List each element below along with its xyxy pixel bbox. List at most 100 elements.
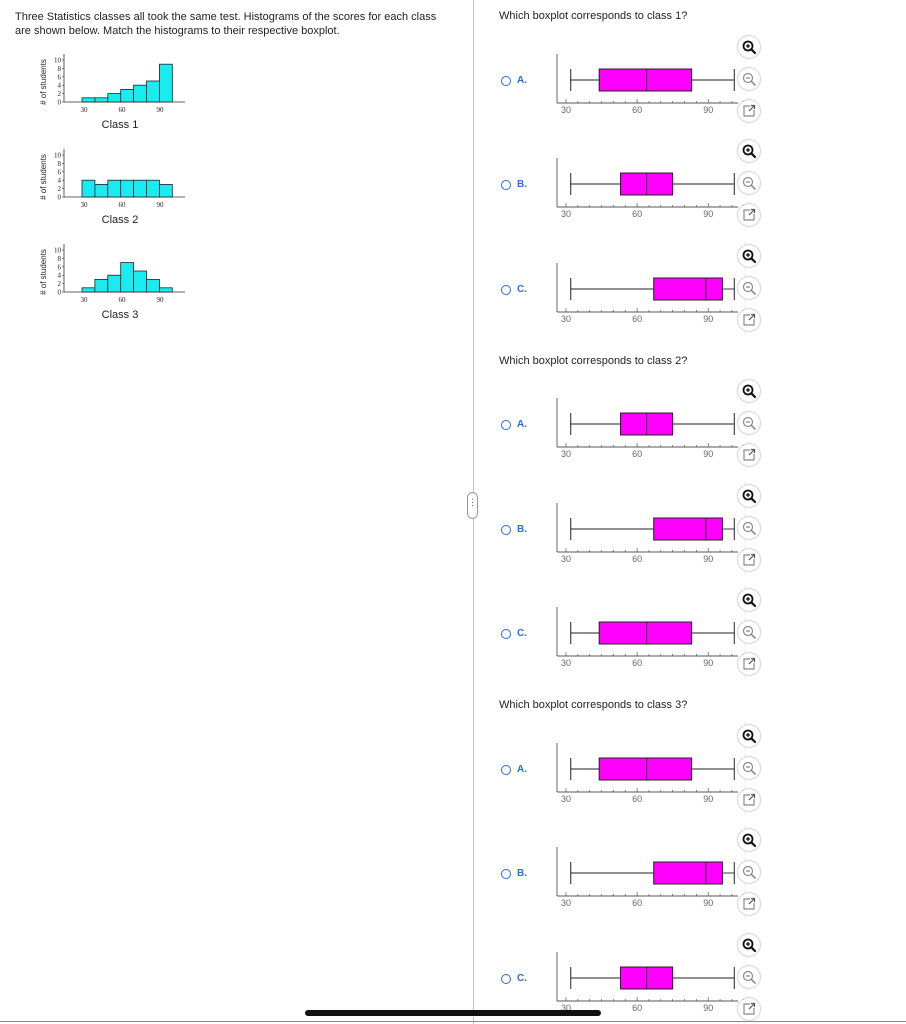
radio-button[interactable] <box>501 629 511 639</box>
open-external-icon <box>743 448 756 461</box>
zoom-in-button[interactable] <box>738 140 760 162</box>
radio-button[interactable] <box>501 76 511 86</box>
histogram-y-axis-label: # of students <box>39 59 48 105</box>
radio-button[interactable] <box>501 420 511 430</box>
open-external-icon <box>743 1002 756 1015</box>
zoom-out-button[interactable] <box>738 621 760 643</box>
open-external-icon <box>743 104 756 117</box>
option-3-b[interactable]: B. <box>497 865 537 885</box>
zoom-out-icon <box>742 761 756 775</box>
open-external-button[interactable] <box>738 100 760 122</box>
histogram-caption: Class 2 <box>102 214 139 226</box>
zoom-in-button[interactable] <box>738 380 760 402</box>
zoom-out-icon <box>742 865 756 879</box>
boxplot-x-tick-label: 30 <box>561 449 571 459</box>
boxplot-chart: 30 60 90 <box>556 158 745 219</box>
option-letter: C. <box>517 284 527 295</box>
boxplot-q1-b: 30 60 90 <box>550 156 745 219</box>
radio-button[interactable] <box>501 285 511 295</box>
option-1-b[interactable]: B. <box>497 176 537 196</box>
histogram-y-tick-label: 2 <box>58 90 62 98</box>
zoom-in-button[interactable] <box>738 485 760 507</box>
boxplot-box <box>598 621 693 645</box>
boxplot-box <box>598 757 693 781</box>
histogram-x-tick-label: 30 <box>81 106 89 114</box>
boxplot-x-tick-label: 30 <box>561 658 571 668</box>
zoom-out-button[interactable] <box>738 757 760 779</box>
histogram-bar <box>133 270 147 293</box>
zoom-out-button[interactable] <box>738 412 760 434</box>
boxplot-x-tick-label: 30 <box>561 105 571 115</box>
open-external-button[interactable] <box>738 653 760 675</box>
boxplot-x-tick-label: 60 <box>632 658 642 668</box>
histogram-y-tick-label: 4 <box>58 272 62 280</box>
boxplot-chart: 30 60 90 <box>556 503 745 564</box>
open-external-button[interactable] <box>738 998 760 1020</box>
histogram-caption: Class 3 <box>102 309 139 321</box>
boxplot-box <box>653 517 723 541</box>
boxplot-x-tick-label: 30 <box>561 209 571 219</box>
zoom-in-button[interactable] <box>738 829 760 851</box>
open-external-icon <box>743 313 756 326</box>
open-external-button[interactable] <box>738 444 760 466</box>
boxplot-q3-a: 30 60 90 <box>550 741 745 804</box>
option-2-c[interactable]: C. <box>497 625 537 645</box>
histogram-bar <box>133 84 147 103</box>
histogram-bar <box>120 262 134 293</box>
option-2-a[interactable]: A. <box>497 416 537 436</box>
open-external-icon <box>743 897 756 910</box>
histogram-y-tick-label: 2 <box>58 185 62 193</box>
zoom-out-icon <box>742 970 756 984</box>
bottom-border <box>0 1021 906 1022</box>
option-letter: B. <box>517 868 527 879</box>
histogram-x-tick-label: 30 <box>81 201 89 209</box>
zoom-in-button[interactable] <box>738 589 760 611</box>
boxplot-x-tick-label: 90 <box>703 898 713 908</box>
zoom-in-button[interactable] <box>738 934 760 956</box>
histogram-bar <box>158 287 173 293</box>
option-1-c[interactable]: C. <box>497 281 537 301</box>
option-2-b[interactable]: B. <box>497 521 537 541</box>
histogram-bar <box>107 274 122 293</box>
histogram-y-axis-label: # of students <box>39 154 48 200</box>
open-external-button[interactable] <box>738 549 760 571</box>
option-1-a[interactable]: A. <box>497 72 537 92</box>
open-external-button[interactable] <box>738 789 760 811</box>
zoom-in-icon <box>742 144 757 159</box>
boxplot-q1-c: 30 60 90 <box>550 261 745 324</box>
option-letter: A. <box>517 419 527 430</box>
option-3-a[interactable]: A. <box>497 761 537 781</box>
zoom-out-button[interactable] <box>738 517 760 539</box>
radio-button[interactable] <box>501 974 511 984</box>
question-prompt-1: Which boxplot corresponds to class 1? <box>499 10 688 22</box>
radio-button[interactable] <box>501 180 511 190</box>
zoom-out-button[interactable] <box>738 966 760 988</box>
zoom-out-button[interactable] <box>738 861 760 883</box>
zoom-out-icon <box>742 521 756 535</box>
histogram-y-tick-label: 10 <box>54 152 62 160</box>
zoom-in-button[interactable] <box>738 245 760 267</box>
boxplot-x-tick-label: 30 <box>561 1003 571 1013</box>
zoom-out-button[interactable] <box>738 172 760 194</box>
open-external-button[interactable] <box>738 309 760 331</box>
option-3-c[interactable]: C. <box>497 970 537 990</box>
zoom-out-icon <box>742 416 756 430</box>
open-external-button[interactable] <box>738 893 760 915</box>
radio-button[interactable] <box>501 765 511 775</box>
pane-resize-handle[interactable]: ⋮ <box>467 492 478 519</box>
boxplot-x-tick-label: 60 <box>632 554 642 564</box>
boxplot-x-tick-label: 90 <box>703 1003 713 1013</box>
open-external-button[interactable] <box>738 204 760 226</box>
home-indicator[interactable] <box>305 1010 601 1016</box>
zoom-out-button[interactable] <box>738 277 760 299</box>
zoom-out-button[interactable] <box>738 68 760 90</box>
histogram-x-tick-label: 60 <box>119 106 127 114</box>
radio-button[interactable] <box>501 525 511 535</box>
zoom-in-button[interactable] <box>738 725 760 747</box>
zoom-in-icon <box>742 729 757 744</box>
boxplot-x-tick-label: 90 <box>703 105 713 115</box>
zoom-in-button[interactable] <box>738 36 760 58</box>
option-letter: B. <box>517 524 527 535</box>
radio-button[interactable] <box>501 869 511 879</box>
